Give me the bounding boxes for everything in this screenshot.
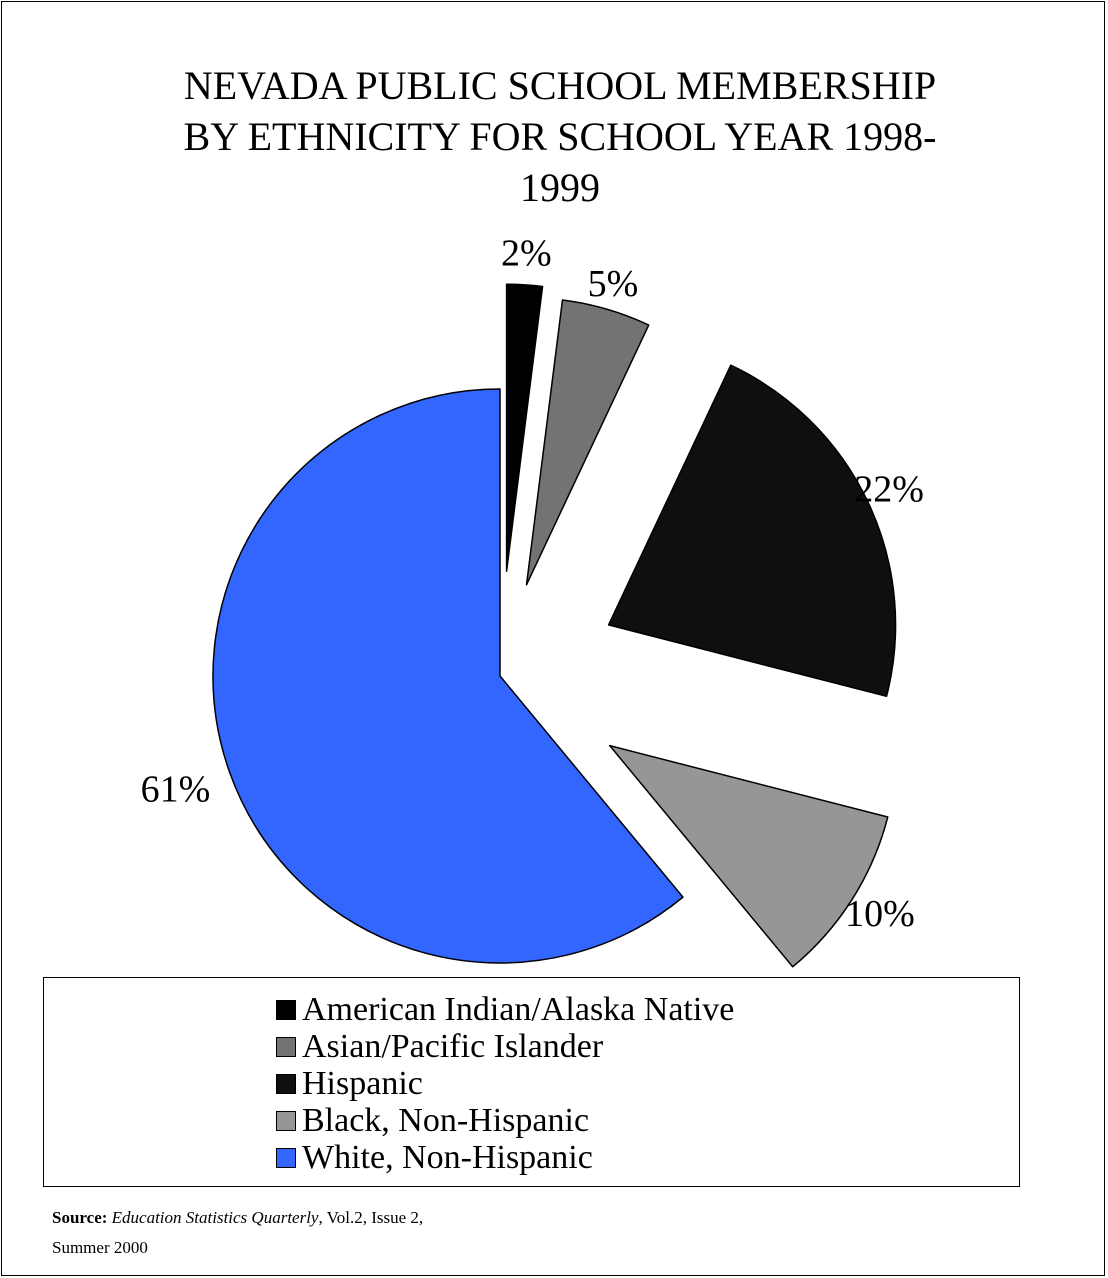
legend-label: Hispanic (302, 1064, 423, 1102)
pie-chart: 2% 5% 22% 10% 61% (141, 233, 924, 968)
legend-label: Asian/Pacific Islander (302, 1027, 604, 1065)
source-details: , Vol.2, Issue 2, (318, 1208, 424, 1227)
legend-label: White, Non-Hispanic (302, 1138, 593, 1176)
pie-slice-hispanic (607, 364, 897, 698)
slice-label-5: 5% (588, 263, 639, 305)
slice-label-2: 2% (501, 233, 552, 275)
title-line-3: 1999 (520, 165, 600, 210)
legend-label: Black, Non-Hispanic (302, 1101, 590, 1139)
legend-swatch (276, 1110, 296, 1131)
source-publication: Education Statistics Quarterly (111, 1208, 319, 1227)
legend: American Indian/Alaska Native Asian/Pacif… (43, 977, 1020, 1187)
legend-swatch (276, 1073, 296, 1094)
pie-slice-white-non-hispanic (212, 388, 684, 964)
slice-label-61: 61% (141, 769, 211, 811)
source-line-2: Summer 2000 (52, 1238, 148, 1257)
legend-swatch (276, 1036, 296, 1057)
pie-slice-asian-pacific-islander (525, 299, 650, 586)
slice-label-22: 22% (854, 469, 924, 511)
legend-swatch (276, 999, 296, 1020)
chart-title: NEVADA PUBLIC SCHOOL MEMBERSHIP BY ETHNI… (120, 60, 1000, 213)
slice-label-10: 10% (845, 893, 915, 935)
legend-item: Hispanic (276, 1065, 423, 1102)
pie-slice-american-indian-alaska-native (505, 283, 544, 572)
legend-item: Black, Non-Hispanic (276, 1102, 589, 1139)
legend-item: White, Non-Hispanic (276, 1139, 593, 1176)
source-label: Source: (52, 1208, 108, 1227)
legend-label: American Indian/Alaska Native (302, 990, 735, 1028)
title-line-2: BY ETHNICITY FOR SCHOOL YEAR 1998- (183, 114, 937, 159)
pie-slice-black-non-hispanic (609, 744, 889, 968)
title-line-1: NEVADA PUBLIC SCHOOL MEMBERSHIP (183, 63, 937, 108)
legend-item: Asian/Pacific Islander (276, 1028, 603, 1065)
legend-item: American Indian/Alaska Native (276, 991, 734, 1028)
legend-swatch (276, 1147, 296, 1168)
source-note: Source: Education Statistics Quarterly, … (52, 1203, 423, 1263)
